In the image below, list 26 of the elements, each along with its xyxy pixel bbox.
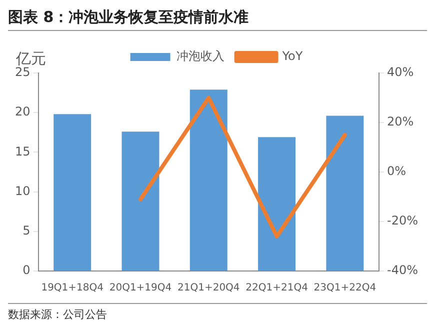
x-tick-label: 23Q1+22Q4 [314, 282, 376, 294]
bar [258, 137, 296, 270]
x-tick-label: 20Q1+19Q4 [109, 282, 172, 294]
bar [326, 116, 364, 270]
bar [122, 132, 160, 270]
bar [190, 90, 228, 270]
y2-tick-label: -20% [387, 214, 418, 228]
x-tick-label: 19Q1+18Q4 [41, 282, 104, 294]
y2-tick-label: 0% [387, 164, 406, 178]
x-tick-label: 21Q1+20Q4 [177, 282, 240, 294]
bar [54, 114, 92, 270]
source-note: 数据来源：公司公告 [8, 303, 427, 322]
y-tick-label: 10 [14, 184, 30, 198]
y2-tick-label: -40% [387, 263, 418, 278]
y-tick-label: 25 [14, 65, 30, 80]
legend-label: YoY [281, 49, 304, 64]
y-axis-title: 亿元 [15, 49, 46, 68]
y-tick-label: 0 [22, 263, 30, 278]
y2-tick-label: 20% [387, 114, 414, 129]
y2-tick-label: 40% [387, 65, 414, 80]
chart-title: 图表 8：冲泡业务恢复至疫情前水准 [8, 8, 427, 31]
y-tick-label: 20 [14, 104, 30, 119]
legend-label: 冲泡收入 [176, 49, 224, 64]
y-tick-label: 15 [14, 144, 30, 158]
x-tick-label: 22Q1+21Q4 [246, 282, 308, 294]
y-tick-label: 5 [22, 224, 30, 238]
